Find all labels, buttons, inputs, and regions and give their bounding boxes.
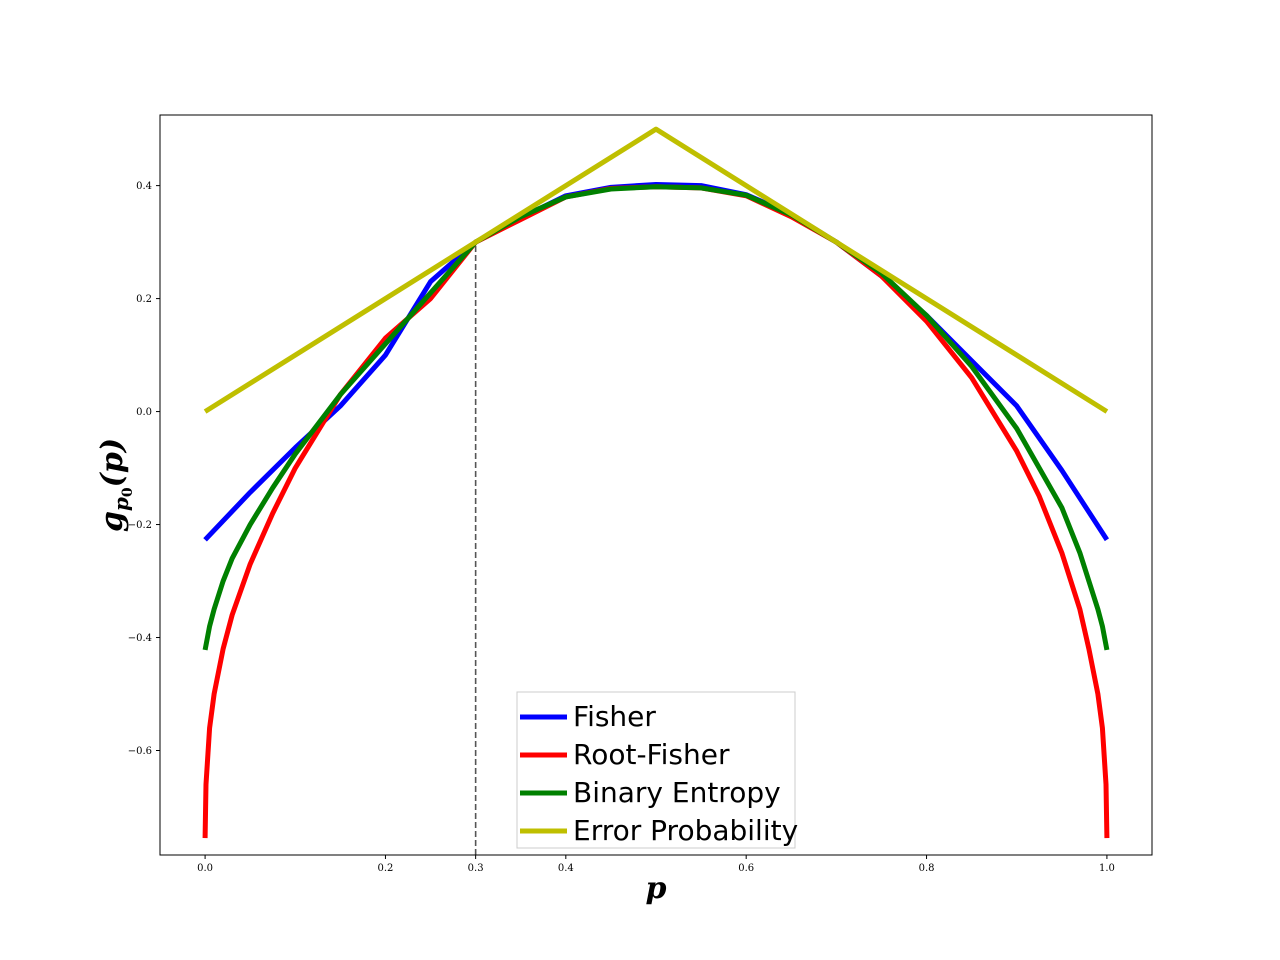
series-line-binary-entropy [202, 184, 1110, 651]
x-tick-label: 0.3 [468, 863, 484, 874]
x-axis-label: p [646, 871, 667, 906]
y-tick-label: −0.2 [128, 520, 152, 531]
y-tick-label: 0.4 [136, 181, 152, 192]
series-line-error-probability [203, 126, 1109, 414]
y-tick-label: 0.2 [136, 294, 152, 305]
y-axis-label-arg: (p) [95, 438, 130, 487]
series-layer [202, 126, 1110, 839]
x-tick-label: 0.8 [919, 863, 935, 874]
y-axis-label-subsub: 0 [120, 487, 136, 497]
legend-label: Root-Fisher [573, 738, 730, 771]
legend-label: Fisher [573, 700, 656, 733]
legend: Fisher Root-Fisher Binary Entropy Error Pro… [516, 691, 798, 849]
x-tick-layer: 0.0 0.2 0.3 0.4 0.6 0.8 1.0 [197, 855, 1115, 874]
x-tick-label: 0.0 [197, 863, 213, 874]
legend-label: Binary Entropy [573, 776, 781, 809]
x-tick-label: 0.4 [558, 863, 574, 874]
y-axis-label-main: g [95, 511, 130, 532]
x-tick-label: 0.6 [738, 863, 754, 874]
y-tick-layer: 0.4 0.2 0.0 −0.2 −0.4 −0.6 [128, 181, 160, 757]
x-tick-label: 1.0 [1099, 863, 1115, 874]
y-tick-label: 0.0 [136, 407, 152, 418]
y-axis-label: gp0(p) [95, 438, 136, 532]
x-tick-label: 0.2 [378, 863, 394, 874]
y-axis-label-sub: p [109, 497, 133, 511]
y-tick-label: −0.4 [128, 633, 152, 644]
svg-text:gp0(p): gp0(p) [95, 438, 136, 532]
y-tick-label: −0.6 [128, 746, 152, 757]
legend-label: Error Probability [573, 814, 798, 847]
plot-frame [159, 114, 1153, 856]
